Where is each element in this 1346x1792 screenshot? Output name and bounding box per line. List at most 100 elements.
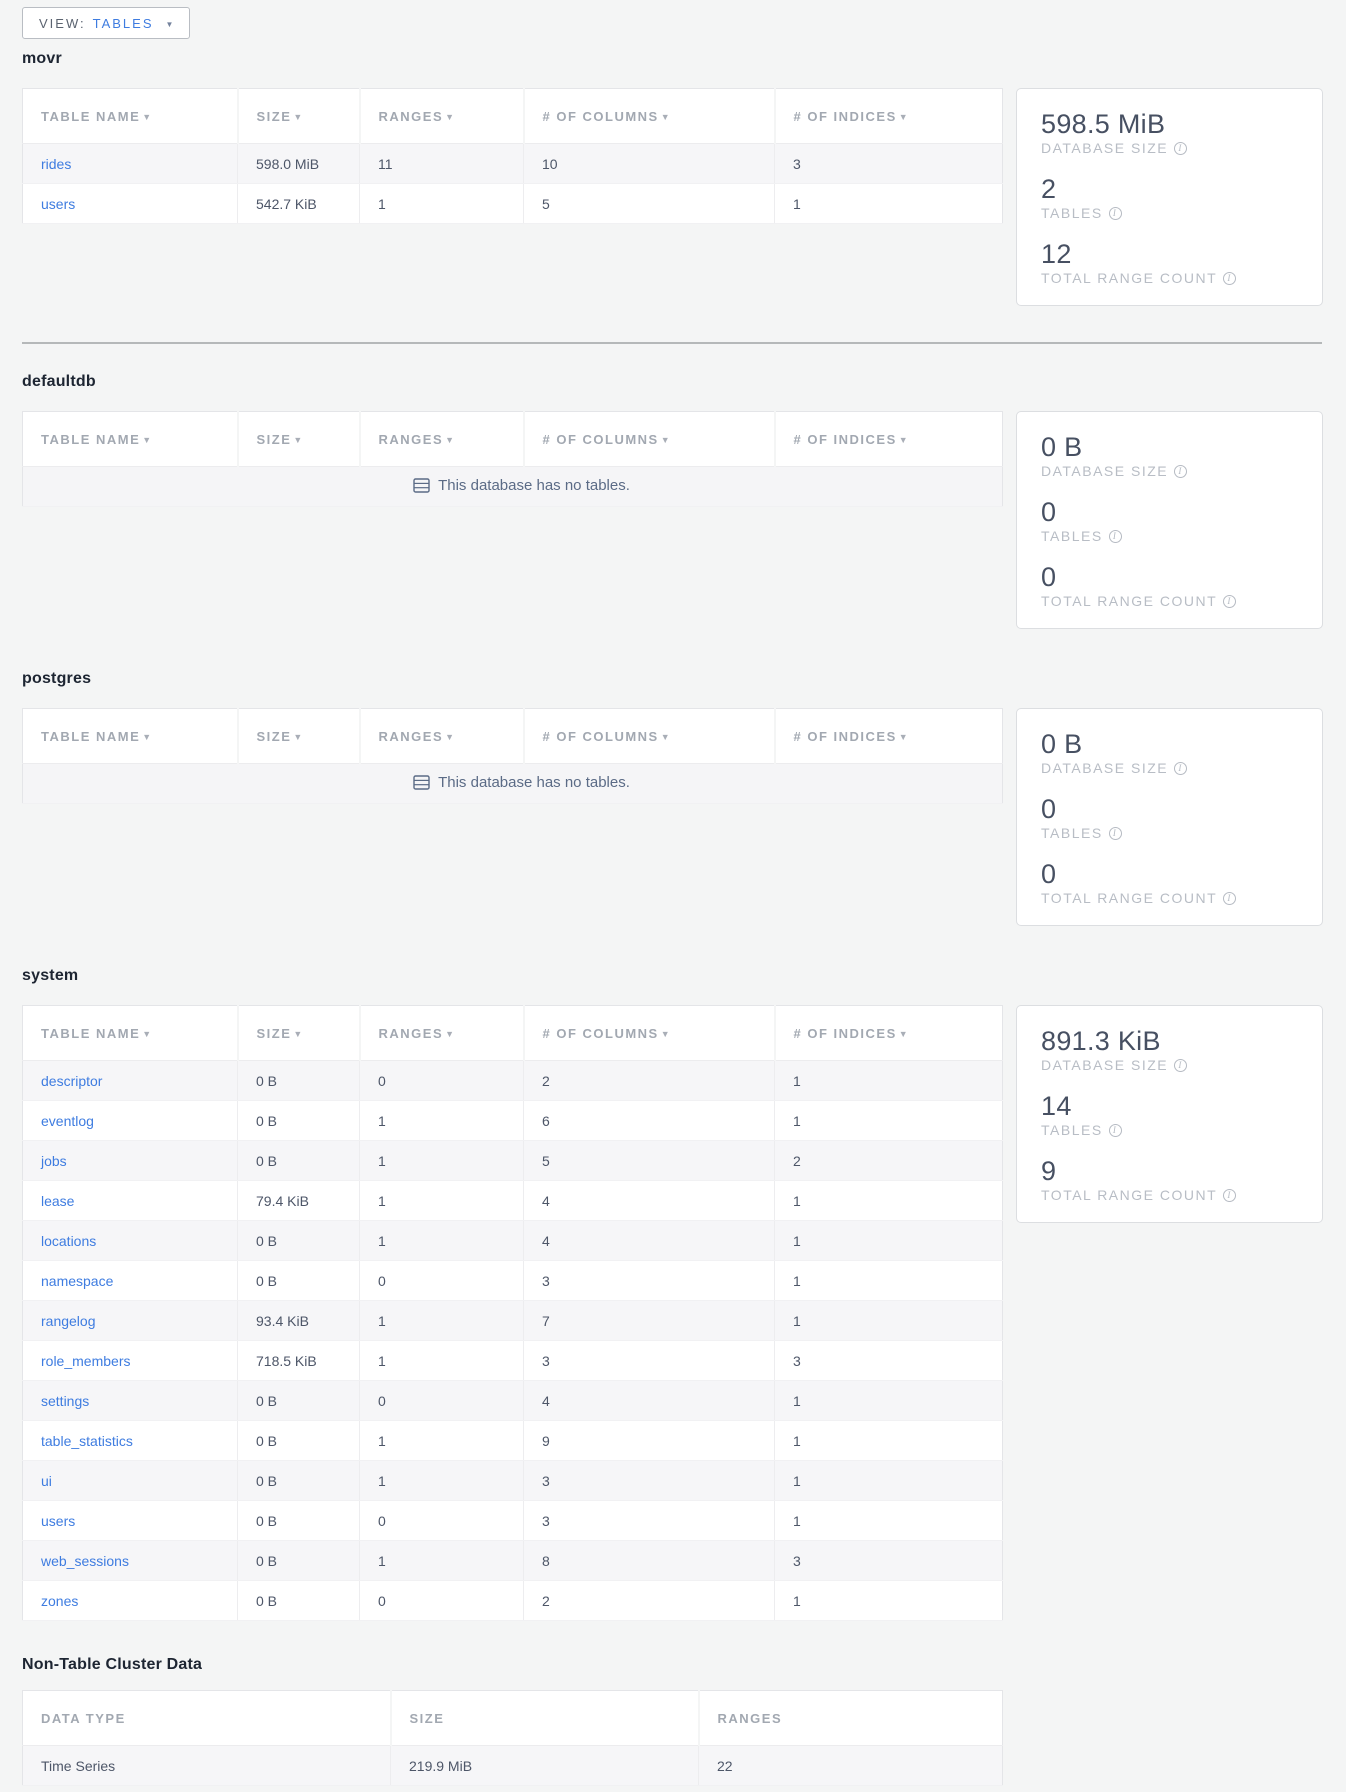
sortable-column-header[interactable]: TABLE NAME ▼	[22, 1005, 239, 1061]
sort-arrow-icon: ▼	[293, 1028, 304, 1039]
sortable-column-header[interactable]: SIZE ▼	[237, 411, 361, 467]
ranges-cell: 1	[359, 1340, 524, 1381]
info-icon[interactable]: i	[1174, 464, 1188, 478]
sortable-column-header[interactable]: TABLE NAME ▼	[22, 88, 239, 144]
info-icon[interactable]: i	[1108, 206, 1122, 220]
empty-state-row: This database has no tables.	[22, 763, 1003, 804]
stat-total-range-count: 9 TOTAL RANGE COUNT i	[1041, 1156, 1298, 1204]
sortable-column-header[interactable]: # OF COLUMNS ▼	[523, 88, 776, 144]
info-icon[interactable]: i	[1108, 826, 1122, 840]
stat-label-text: TABLES	[1041, 825, 1103, 841]
table-name-link[interactable]: jobs	[41, 1152, 67, 1169]
sortable-column-header[interactable]: RANGES ▼	[359, 411, 525, 467]
database-section-movr: movr TABLE NAME ▼ SIZE ▼ RANGES ▼ # OF COLUMNS…	[22, 49, 1323, 306]
table-name-link[interactable]: ui	[41, 1472, 52, 1489]
info-icon[interactable]: i	[1223, 594, 1237, 608]
ranges-cell: 1	[359, 183, 524, 224]
sortable-column-header[interactable]: # OF INDICES ▼	[774, 411, 1003, 467]
sortable-column-header[interactable]: TABLE NAME ▼	[22, 411, 239, 467]
table-name-link[interactable]: web_sessions	[41, 1552, 129, 1569]
database-section-system: system TABLE NAME ▼ SIZE ▼ RANGES ▼ # OF COLUM…	[22, 966, 1323, 1621]
table-name-link[interactable]: users	[41, 195, 76, 212]
sort-arrow-icon: ▼	[898, 731, 910, 742]
table-row: users 542.7 KiB 1 5 1	[22, 183, 1003, 224]
sortable-column-header[interactable]: # OF INDICES ▼	[774, 88, 1003, 144]
sortable-column-header[interactable]: # OF COLUMNS ▼	[523, 708, 776, 764]
table-row: Time Series 219.9 MiB 22	[22, 1745, 1003, 1786]
size-cell: 0 B	[237, 1100, 360, 1141]
indices-count-cell: 2	[774, 1140, 1003, 1181]
column-header-label: TABLE NAME	[41, 108, 141, 124]
sortable-column-header[interactable]: # OF COLUMNS ▼	[523, 411, 776, 467]
info-icon[interactable]: i	[1108, 529, 1122, 543]
stat-label-database-size: DATABASE SIZE i	[1041, 1056, 1298, 1074]
sort-arrow-icon: ▼	[142, 1028, 153, 1039]
column-header-label: # OF INDICES	[793, 728, 897, 744]
sortable-column-header[interactable]: RANGES ▼	[359, 1005, 525, 1061]
table-name-link[interactable]: eventlog	[41, 1112, 94, 1129]
table-name-link[interactable]: lease	[41, 1192, 75, 1209]
info-icon[interactable]: i	[1174, 1058, 1188, 1072]
sortable-column-header[interactable]: # OF INDICES ▼	[774, 1005, 1003, 1061]
sortable-column-header[interactable]: # OF COLUMNS ▼	[523, 1005, 776, 1061]
size-cell: 718.5 KiB	[237, 1340, 360, 1381]
stat-total-range-count: 0 TOTAL RANGE COUNT i	[1041, 562, 1298, 610]
table-name-link[interactable]: table_statistics	[41, 1432, 133, 1449]
stat-total-range-count: 12 TOTAL RANGE COUNT i	[1041, 239, 1298, 287]
sortable-column-header[interactable]: RANGES ▼	[359, 708, 525, 764]
column-header-label: # OF COLUMNS	[542, 1025, 659, 1041]
size-cell: 0 B	[237, 1540, 360, 1581]
database-tables-table: TABLE NAME ▼ SIZE ▼ RANGES ▼ # OF COLUMNS ▼ # OF…	[22, 411, 1003, 507]
table-name-link[interactable]: namespace	[41, 1272, 114, 1289]
stat-value-total-range-count: 0	[1041, 859, 1057, 889]
sortable-column-header[interactable]: SIZE ▼	[237, 88, 361, 144]
stat-label-text: TOTAL RANGE COUNT	[1041, 890, 1218, 906]
stat-value-database-size: 0 B	[1041, 432, 1083, 462]
view-dropdown[interactable]: VIEW: TABLES ▼	[22, 7, 191, 39]
table-name-link[interactable]: locations	[41, 1232, 97, 1249]
table-name-link[interactable]: zones	[41, 1592, 79, 1609]
table-name-link[interactable]: rangelog	[41, 1312, 96, 1329]
table-name-cell: jobs	[22, 1140, 238, 1181]
table-name-cell: users	[22, 183, 238, 224]
sortable-column-header[interactable]: # OF INDICES ▼	[774, 708, 1003, 764]
stat-tables: 0 TABLES i	[1041, 497, 1298, 545]
sortable-column-header[interactable]: TABLE NAME ▼	[22, 708, 239, 764]
indices-count-cell: 3	[774, 1540, 1003, 1581]
table-name-link[interactable]: settings	[41, 1392, 90, 1409]
info-icon[interactable]: i	[1174, 761, 1188, 775]
info-icon[interactable]: i	[1223, 1188, 1237, 1202]
info-icon[interactable]: i	[1174, 141, 1188, 155]
info-icon[interactable]: i	[1108, 1123, 1122, 1137]
empty-state-text: This database has no tables.	[438, 477, 630, 494]
sortable-column-header[interactable]: SIZE ▼	[237, 1005, 361, 1061]
table-name-link[interactable]: users	[41, 1512, 76, 1529]
size-cell: 0 B	[237, 1260, 360, 1301]
stat-database-size: 0 B DATABASE SIZE i	[1041, 432, 1298, 480]
table-header-row: DATA TYPE SIZE RANGES	[22, 1690, 1003, 1746]
database-sections: movr TABLE NAME ▼ SIZE ▼ RANGES ▼ # OF COLUMNS…	[22, 49, 1323, 1621]
sortable-column-header[interactable]: RANGES ▼	[359, 88, 525, 144]
indices-count-cell: 1	[774, 1300, 1003, 1341]
database-tables-table: TABLE NAME ▼ SIZE ▼ RANGES ▼ # OF COLUMNS ▼ # OF…	[22, 1005, 1003, 1621]
ranges-cell: 0	[359, 1260, 524, 1301]
sortable-column-header[interactable]: SIZE ▼	[237, 708, 361, 764]
table-icon	[413, 775, 430, 790]
indices-count-cell: 3	[774, 143, 1003, 184]
stat-label-text: TOTAL RANGE COUNT	[1041, 270, 1218, 286]
columns-count-cell: 4	[523, 1380, 775, 1421]
stat-database-size: 598.5 MiB DATABASE SIZE i	[1041, 109, 1298, 157]
info-icon[interactable]: i	[1223, 271, 1237, 285]
ranges-cell: 1	[359, 1420, 524, 1461]
table-name-link[interactable]: rides	[41, 155, 72, 172]
table-name-link[interactable]: role_members	[41, 1352, 131, 1369]
info-icon[interactable]: i	[1223, 891, 1237, 905]
stat-label-tables: TABLES i	[1041, 1121, 1298, 1139]
ranges-cell: 1	[359, 1140, 524, 1181]
table-name-link[interactable]: descriptor	[41, 1072, 103, 1089]
stat-label-text: TABLES	[1041, 528, 1103, 544]
stat-label-text: DATABASE SIZE	[1041, 140, 1169, 156]
